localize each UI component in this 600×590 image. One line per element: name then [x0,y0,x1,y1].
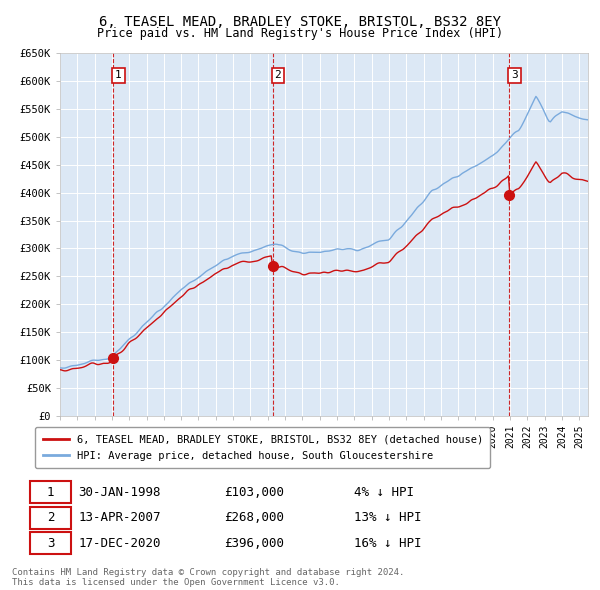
FancyBboxPatch shape [30,507,71,529]
Text: 1: 1 [115,70,122,80]
Text: 6, TEASEL MEAD, BRADLEY STOKE, BRISTOL, BS32 8EY: 6, TEASEL MEAD, BRADLEY STOKE, BRISTOL, … [99,15,501,29]
Text: Price paid vs. HM Land Registry's House Price Index (HPI): Price paid vs. HM Land Registry's House … [97,27,503,40]
Text: 4% ↓ HPI: 4% ↓ HPI [354,486,414,499]
Text: 3: 3 [47,537,54,550]
Text: 2: 2 [274,70,281,80]
Text: 17-DEC-2020: 17-DEC-2020 [79,537,161,550]
Text: 13-APR-2007: 13-APR-2007 [79,511,161,525]
Text: 30-JAN-1998: 30-JAN-1998 [79,486,161,499]
FancyBboxPatch shape [30,481,71,503]
Text: 13% ↓ HPI: 13% ↓ HPI [354,511,421,525]
FancyBboxPatch shape [30,532,71,555]
Text: £268,000: £268,000 [224,511,284,525]
Text: 1: 1 [47,486,54,499]
Text: 3: 3 [511,70,518,80]
Text: 2: 2 [47,511,54,525]
Text: £103,000: £103,000 [224,486,284,499]
Text: £396,000: £396,000 [224,537,284,550]
Text: 16% ↓ HPI: 16% ↓ HPI [354,537,421,550]
Legend: 6, TEASEL MEAD, BRADLEY STOKE, BRISTOL, BS32 8EY (detached house), HPI: Average : 6, TEASEL MEAD, BRADLEY STOKE, BRISTOL, … [35,427,490,468]
Text: Contains HM Land Registry data © Crown copyright and database right 2024.
This d: Contains HM Land Registry data © Crown c… [12,568,404,587]
